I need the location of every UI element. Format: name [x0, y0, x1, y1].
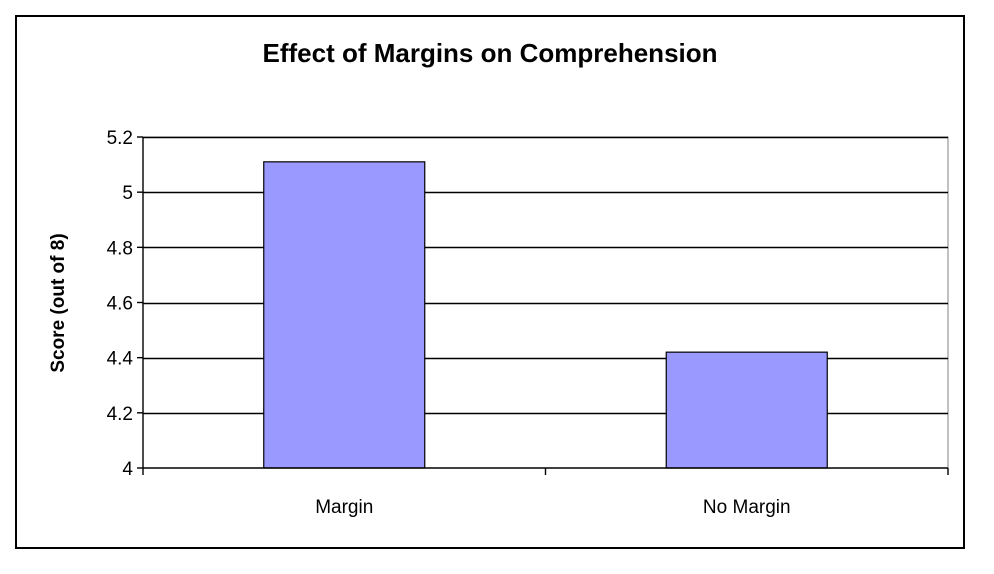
bar-no-margin	[665, 351, 828, 469]
bar-margin	[263, 161, 426, 469]
x-tick-label: No Margin	[703, 497, 791, 518]
axes	[137, 136, 949, 475]
y-tick-label: 4.2	[107, 404, 133, 425]
y-tick-label: 4.6	[107, 294, 133, 315]
y-tick-label: 4.4	[107, 349, 134, 370]
y-tick-labels: 4 4.2 4.4 4.6 4.8 5 5.2	[107, 128, 134, 480]
y-axis-title: Score (out of 8)	[48, 233, 69, 372]
y-tick-label: 4	[122, 459, 133, 480]
bars	[263, 161, 828, 469]
chart-title: Effect of Margins on Comprehension	[262, 38, 717, 68]
x-tick-label: Margin	[315, 497, 373, 518]
y-tick-label: 4.8	[107, 238, 133, 259]
y-tick-label: 5.2	[107, 128, 133, 149]
y-tick-label: 5	[122, 183, 133, 204]
x-tick-labels: Margin No Margin	[315, 497, 790, 518]
